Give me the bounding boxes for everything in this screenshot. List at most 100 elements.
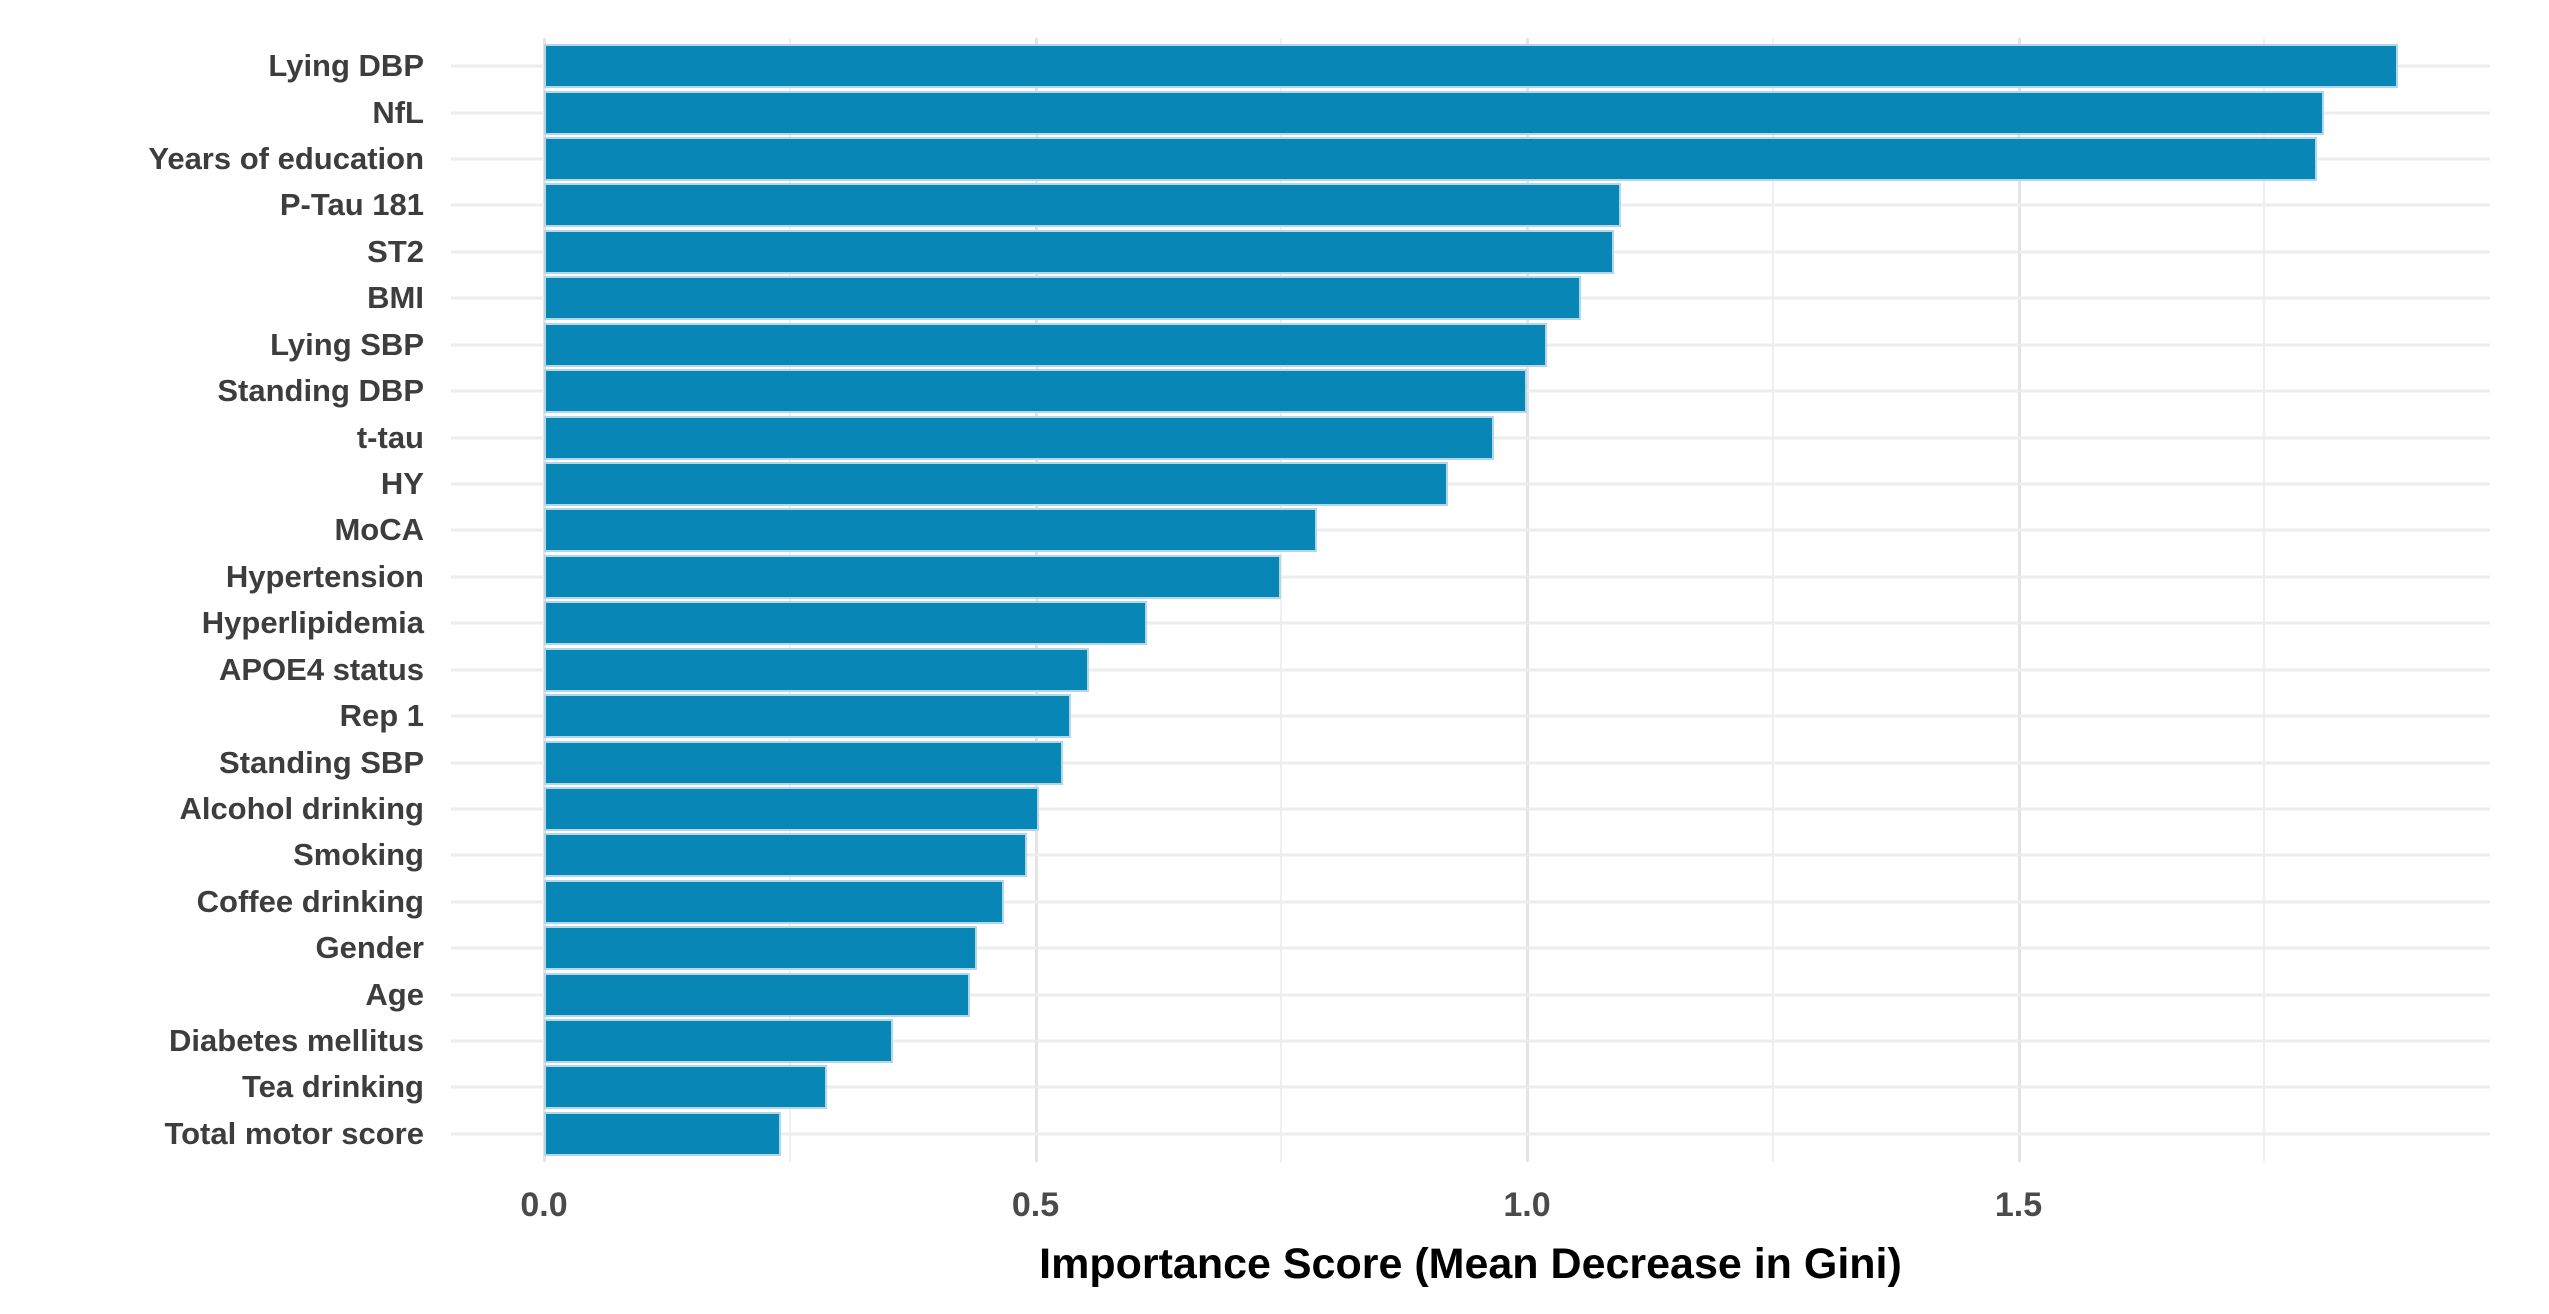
x-axis-tick-label: 0.5: [1011, 1186, 1060, 1224]
y-axis-label: Lying DBP: [268, 48, 424, 84]
y-axis-label: Standing DBP: [217, 373, 424, 409]
x-gridline-major-1: [1526, 38, 1529, 1162]
x-gridline-major-0: [543, 38, 546, 1162]
y-axis-label: Coffee drinking: [196, 883, 424, 919]
bar: [544, 415, 1494, 460]
y-axis-label: P-Tau 181: [279, 187, 424, 223]
bar-row: [451, 368, 2490, 414]
y-gridline: [451, 1085, 2490, 1089]
y-axis-label: t-tau: [356, 419, 424, 455]
x-axis-tick-label: 1.0: [1503, 1186, 1551, 1224]
x-gridline-minor-0.25: [788, 38, 791, 1162]
bar-row: [451, 739, 2490, 785]
bar: [544, 647, 1089, 692]
bar: [544, 322, 1547, 367]
bar-row: [451, 275, 2490, 321]
bar-row: [451, 554, 2490, 600]
y-axis-label: Alcohol drinking: [179, 790, 424, 826]
bar-row: [451, 229, 2490, 275]
y-gridline: [451, 668, 2490, 672]
x-gridline-minor-0.75: [1280, 38, 1283, 1162]
bar: [544, 1019, 893, 1064]
y-gridline: [451, 528, 2490, 532]
x-gridline-minor-1.25: [1771, 38, 1774, 1162]
bar-row: [451, 1064, 2490, 1110]
x-gridline-minor-1.75: [2263, 38, 2266, 1162]
y-axis-label: Rep 1: [339, 698, 424, 734]
bar: [544, 694, 1071, 739]
y-gridline: [451, 714, 2490, 718]
y-axis-labels: Lying DBP NfL Years of education P-Tau 181 S…: [0, 38, 424, 1162]
y-gridline: [451, 621, 2490, 625]
bar: [544, 90, 2325, 135]
bar: [544, 601, 1147, 646]
bar-row: [451, 461, 2490, 507]
x-axis-tick-label: 0.0: [520, 1186, 568, 1224]
bar-row: [451, 507, 2490, 553]
bar: [544, 1065, 828, 1110]
y-axis-label: HY: [380, 466, 424, 501]
bar: [544, 1111, 781, 1156]
y-axis-label: Years of education: [148, 141, 424, 177]
y-gridline: [451, 807, 2490, 811]
y-axis-label: Diabetes mellitus: [169, 1023, 424, 1059]
x-axis-title: Importance Score (Mean Decrease in Gini): [1039, 1240, 1902, 1288]
bar: [544, 44, 2398, 89]
bar: [544, 183, 1622, 228]
y-gridline: [451, 482, 2490, 486]
y-axis-label: APOE4 status: [218, 651, 424, 687]
bar-row: [451, 925, 2490, 971]
y-axis-label: Lying SBP: [270, 326, 424, 362]
y-gridline: [451, 761, 2490, 765]
bar: [544, 369, 1527, 414]
y-axis-label: Tea drinking: [241, 1069, 424, 1105]
x-axis-tick-label: 1.5: [1994, 1186, 2043, 1224]
bar: [544, 740, 1064, 785]
bar: [544, 879, 1005, 924]
bar-row: [451, 89, 2490, 135]
y-axis-label: Age: [365, 976, 424, 1012]
bar: [544, 833, 1027, 878]
bar-row: [451, 786, 2490, 832]
bar-row: [451, 693, 2490, 739]
bar-row: [451, 600, 2490, 646]
bar: [544, 462, 1449, 506]
bar-row: [451, 322, 2490, 368]
y-axis-label: Standing SBP: [219, 744, 424, 780]
bar: [544, 137, 2318, 182]
y-axis-label: BMI: [367, 280, 424, 316]
bar: [544, 229, 1614, 274]
bar: [544, 926, 977, 971]
bar-row: [451, 646, 2490, 692]
bar: [544, 554, 1282, 599]
bar: [544, 972, 970, 1017]
y-axis-label: Gender: [315, 930, 424, 966]
bar: [544, 786, 1040, 831]
bar-row: [451, 1111, 2490, 1157]
x-axis-tick-labels: 0.0 0.5 1.0 1.5: [0, 1186, 2549, 1226]
y-gridline: [451, 575, 2490, 579]
bar: [544, 508, 1317, 553]
y-axis-label: MoCA: [334, 512, 424, 548]
bar-row: [451, 414, 2490, 460]
y-gridline: [451, 853, 2490, 857]
y-gridline: [451, 946, 2490, 950]
bar-row: [451, 43, 2490, 89]
y-axis-label: NfL: [372, 94, 424, 130]
bar-row: [451, 971, 2490, 1017]
bar-row: [451, 879, 2490, 925]
y-axis-label: Smoking: [293, 837, 424, 873]
y-gridline: [451, 1039, 2490, 1043]
y-gridline: [451, 993, 2490, 997]
bar-row: [451, 1018, 2490, 1064]
bar: [544, 276, 1582, 321]
y-gridline: [451, 900, 2490, 904]
plot-panel: [451, 38, 2490, 1162]
x-gridline-major-0.5: [1034, 38, 1038, 1162]
y-gridline: [451, 1132, 2490, 1136]
y-axis-label: Total motor score: [164, 1115, 424, 1151]
bar-row: [451, 832, 2490, 878]
y-axis-label: ST2: [367, 233, 424, 269]
bar-rows: [451, 38, 2490, 1162]
